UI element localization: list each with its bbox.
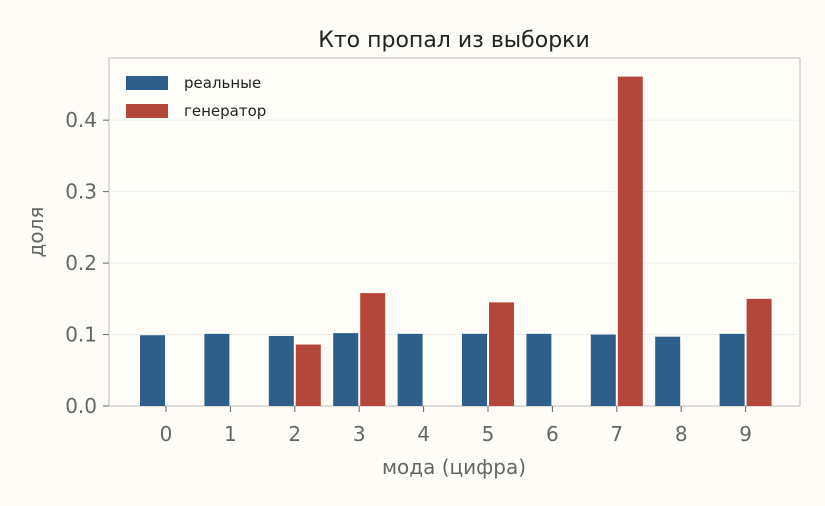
bar-реальные-4: [397, 333, 423, 406]
legend-label-1: генератор: [184, 102, 266, 120]
y-tick-label-3: 0.3: [65, 180, 97, 204]
y-tick-label-0: 0.0: [65, 394, 97, 418]
bar-реальные-8: [655, 336, 681, 406]
bar-генератор-7: [617, 76, 643, 407]
x-tick-label-5: 5: [482, 422, 495, 446]
x-tick-label-0: 0: [160, 422, 173, 446]
x-tick-label-4: 4: [417, 422, 430, 446]
plot-area: [108, 57, 801, 407]
bar-генератор-9: [746, 298, 772, 406]
legend: реальные генератор: [126, 74, 266, 120]
x-tick-label-9: 9: [739, 422, 752, 446]
legend-swatch-0: [126, 76, 168, 90]
legend-label-0: реальные: [184, 74, 261, 92]
bar-генератор-2: [295, 344, 321, 406]
bar-генератор-5: [489, 302, 514, 406]
bar-генератор-3: [360, 293, 386, 406]
bars: [140, 76, 772, 407]
bar-реальные-2: [268, 335, 294, 406]
legend-swatch-1: [126, 104, 168, 118]
x-tick-label-6: 6: [546, 422, 559, 446]
bar-реальные-7: [590, 334, 616, 406]
x-tick-label-3: 3: [353, 422, 366, 446]
x-tick-label-7: 7: [610, 422, 623, 446]
y-tick-label-1: 0.1: [65, 323, 97, 347]
y-axis-label: доля: [24, 207, 48, 258]
bar-реальные-9: [719, 333, 745, 406]
chart-title: Кто пропал из выборки: [318, 28, 590, 53]
bar-реальные-5: [462, 333, 487, 406]
bar-реальные-3: [333, 333, 359, 406]
x-axis-ticks: 0 1 2 3 4 5 6 7 8 9: [160, 406, 752, 446]
y-axis-ticks: 0.0 0.1 0.2 0.3 0.4: [65, 108, 109, 418]
bar-реальные-6: [526, 333, 552, 406]
x-tick-label-1: 1: [224, 422, 237, 446]
x-tick-label-2: 2: [288, 422, 301, 446]
x-tick-label-8: 8: [675, 422, 688, 446]
bar-реальные-0: [140, 335, 165, 406]
y-tick-label-4: 0.4: [65, 108, 97, 132]
y-tick-label-2: 0.2: [65, 251, 97, 275]
x-axis-label: мода (цифра): [382, 455, 526, 479]
bar-реальные-1: [204, 333, 230, 406]
